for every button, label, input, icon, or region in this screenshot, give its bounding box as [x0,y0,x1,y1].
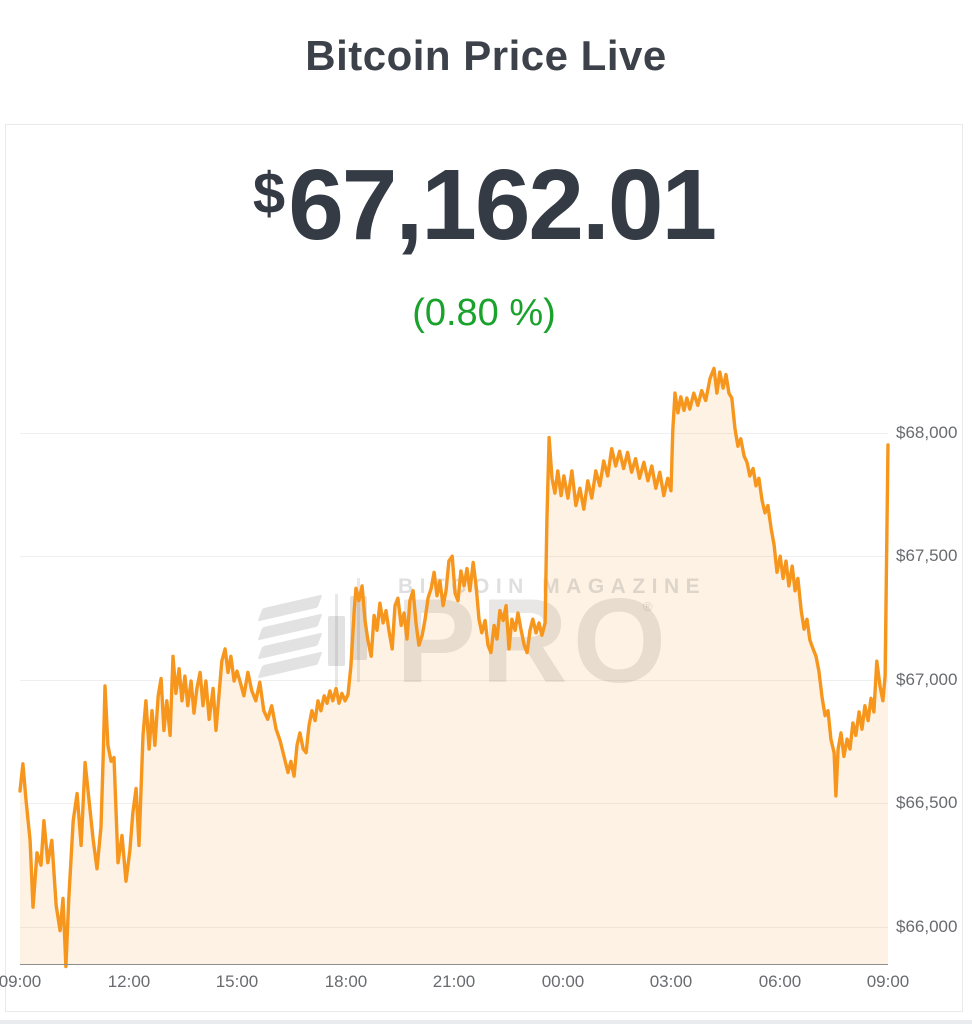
chart-line-layer[interactable] [18,356,890,972]
price-chart[interactable]: BITCOIN MAGAZINE ® PRO $68,000$67,500$67… [0,356,962,1008]
gridline [20,680,888,681]
page-title: Bitcoin Price Live [305,32,667,79]
y-axis-label: $67,000 [896,670,958,689]
gridline [20,803,888,804]
x-axis-label: 09:00 [0,972,42,991]
x-axis-label: 12:00 [107,972,151,991]
x-axis-labels: 09:00 12:00 15:00 18:00 21:00 00:00 03:00 06:00… [0,356,962,991]
price-area-path [20,368,888,967]
chart-area-fill-layer [20,368,888,967]
price-amount: 67,162.01 [288,149,717,261]
x-axis-label: 03:00 [649,972,693,991]
y-axis-label: $67,500 [896,546,958,565]
x-axis-label: 00:00 [541,972,585,991]
current-price: $67,162.01 [6,155,962,266]
gridline [20,433,888,434]
x-axis-label: 15:00 [215,972,259,991]
currency-symbol: $ [252,161,286,226]
gridline [20,927,888,928]
price-line-path [18,366,890,969]
gridline [20,556,888,557]
x-axis-line [20,964,888,965]
y-axis-label: $66,500 [896,793,958,812]
x-axis-label: 18:00 [324,972,368,991]
y-axis-label: $66,000 [896,917,958,936]
next-section-edge [0,1020,972,1024]
price-card: $67,162.01 (0.80 %) BITCOIN MAGAZINE ® P… [0,124,963,1012]
price-change: (0.80 %) [412,292,556,334]
x-axis-label: 21:00 [432,972,476,991]
x-axis-label: 09:00 [866,972,910,991]
y-axis-label: $68,000 [896,423,958,442]
y-axis-labels: $68,000 $67,500 $67,000 $66,500 $66,000 [896,356,966,972]
x-axis-label: 06:00 [758,972,802,991]
